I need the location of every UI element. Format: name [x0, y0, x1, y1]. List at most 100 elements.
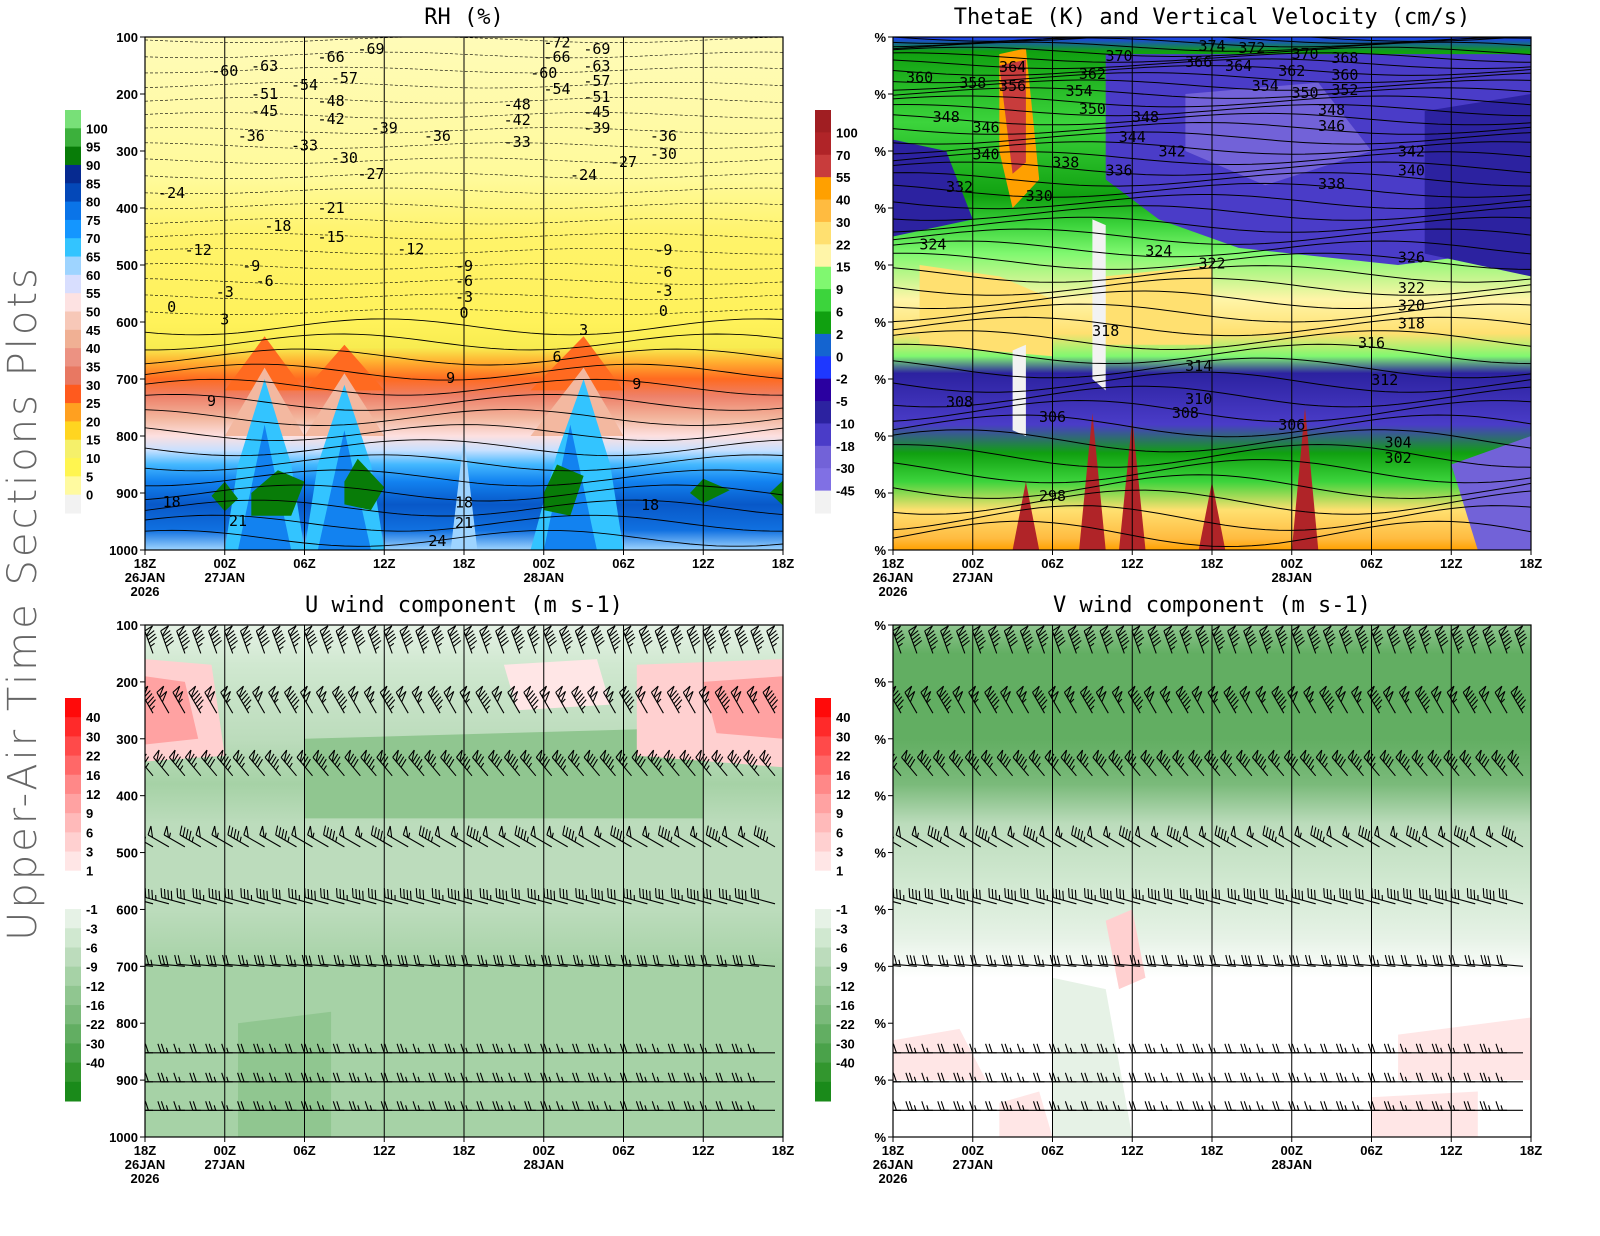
wind-barb [1495, 1101, 1523, 1111]
y-tick-label: % [874, 675, 886, 690]
x-tick-label: 18Z [1201, 556, 1223, 571]
wind-barb [599, 749, 616, 777]
contour-label: 336 [1105, 161, 1132, 179]
colorbar-label: -30 [836, 461, 855, 476]
x-tick-label: 18Z [882, 556, 904, 571]
colorbar-swatch [65, 256, 81, 276]
wind-barb [145, 955, 169, 967]
wind-barb [1007, 825, 1029, 848]
colorbar-swatch [815, 177, 831, 201]
wind-barb [1083, 625, 1097, 654]
colorbar-swatch [815, 333, 831, 357]
wind-barb [1320, 954, 1348, 967]
contour-label: -69 [583, 40, 610, 58]
wind-barb [953, 1043, 981, 1054]
wind-barb [1230, 825, 1253, 848]
contour-label: 0 [167, 298, 176, 316]
wind-barb [716, 954, 744, 967]
wind-barb [351, 625, 366, 654]
wind-barb [1374, 825, 1396, 848]
wind-barb [546, 825, 568, 848]
wind-barb [348, 1072, 377, 1083]
wind-barb [748, 954, 776, 967]
wind-barb [224, 888, 249, 905]
contour-label: 306 [1278, 416, 1305, 434]
wind-barb [348, 1101, 377, 1111]
wind-barb [1368, 954, 1396, 967]
x-tick-label: 27JAN [205, 1157, 245, 1172]
wind-barb [1278, 825, 1300, 848]
colorbar-swatch [65, 813, 81, 833]
x-tick-label: 06Z [293, 556, 315, 571]
contour-label: 302 [1385, 449, 1412, 467]
colorbar-label: 15 [86, 433, 100, 448]
wind-barb [1498, 625, 1513, 654]
colorbar-swatch [815, 870, 831, 891]
wind-barb [750, 625, 765, 654]
contour-label: -63 [251, 57, 278, 75]
contour-label: 354 [1066, 82, 1093, 100]
wind-barb [991, 825, 1013, 848]
wind-barb [456, 749, 473, 777]
contour-label: -36 [238, 127, 265, 145]
wind-barb [1161, 954, 1189, 967]
wind-barb [588, 954, 616, 967]
temperature-contour [145, 293, 783, 300]
wind-barb [1299, 749, 1317, 777]
colorbar-swatch [65, 698, 81, 718]
wind-barb [1140, 749, 1157, 777]
contour-label: -30 [331, 149, 358, 167]
wind-barb [652, 954, 680, 967]
wind-barb [1352, 954, 1380, 967]
colorbar-swatch [815, 717, 831, 737]
colorbar-label: -22 [86, 1017, 105, 1032]
contour-label: 320 [1398, 297, 1425, 315]
wind-barb [623, 888, 648, 905]
wind-barb [953, 1101, 981, 1111]
contour-label: -45 [251, 102, 278, 120]
x-tick-label: 00Z [962, 556, 984, 571]
wind-barb [650, 685, 664, 714]
wind-barb [495, 625, 510, 654]
y-tick-label: % [874, 543, 886, 558]
contour-label: 348 [1318, 101, 1345, 119]
colorbar-label: 20 [86, 414, 100, 429]
contour-label: 21 [455, 514, 473, 532]
colorbar-label: -6 [836, 941, 848, 956]
y-tick-label: 700 [116, 372, 138, 387]
wind-barb [204, 685, 218, 714]
contour-label: -30 [650, 145, 677, 163]
wind-barb [980, 749, 998, 777]
wind-barb [731, 1043, 760, 1054]
colorbar-label: 10 [86, 451, 100, 466]
wind-barb [153, 749, 170, 777]
colorbar-label: 16 [86, 768, 100, 783]
colorbar-swatch [65, 832, 81, 853]
contour-label: -6 [654, 263, 672, 281]
wind-barb [259, 825, 281, 848]
colorbar-label: 30 [86, 729, 100, 744]
wind-barb [1071, 825, 1093, 848]
wind-barb [1195, 625, 1210, 654]
wind-barb [943, 825, 966, 848]
wind-barb [1068, 888, 1093, 905]
wind-barb [168, 749, 186, 777]
wind-barb [427, 685, 444, 714]
wind-barb [683, 1043, 712, 1054]
colorbar-swatch [65, 458, 81, 477]
wind-barb [157, 1072, 185, 1083]
contour-label: 350 [1291, 84, 1318, 102]
contour-label: -12 [397, 240, 424, 258]
colorbar-label: 30 [86, 378, 100, 393]
colorbar-label: -40 [86, 1056, 105, 1071]
wind-barb [670, 625, 684, 654]
colorbar-label: -18 [836, 439, 855, 454]
contour-label: 324 [1145, 242, 1172, 260]
temperature-contour [145, 263, 783, 270]
contour-label: -3 [216, 283, 234, 301]
contour-label: -51 [251, 85, 278, 103]
wind-barb [145, 625, 157, 654]
v-wind-shaded-region [1371, 1091, 1478, 1137]
wind-barb [684, 954, 712, 967]
wind-barb [431, 625, 445, 654]
